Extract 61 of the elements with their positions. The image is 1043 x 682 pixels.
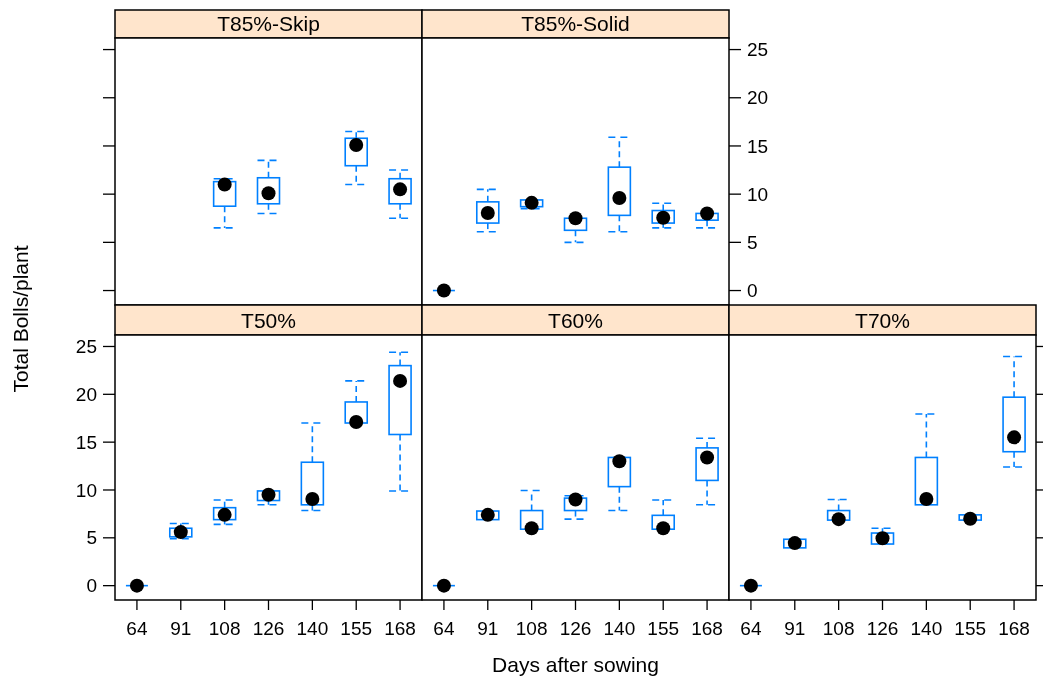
- point: [568, 492, 583, 507]
- point: [568, 211, 583, 226]
- x-tick-label: 108: [515, 618, 548, 639]
- x-tick-label: 64: [740, 618, 762, 639]
- y-tick-label: 25: [747, 39, 769, 61]
- x-tick-label: 126: [252, 618, 285, 639]
- x-tick-label: 140: [910, 618, 943, 639]
- x-tick-label: 140: [296, 618, 329, 639]
- point: [217, 177, 232, 192]
- x-tick-label: 91: [477, 618, 499, 639]
- x-tick-label: 126: [559, 618, 592, 639]
- x-tick-label: 155: [647, 618, 680, 639]
- x-tick-label: 108: [822, 618, 855, 639]
- point: [612, 454, 627, 469]
- chart-title: T85%-Solid: [521, 12, 630, 35]
- x-tick-label: 168: [384, 618, 416, 639]
- x-tick-label: 64: [126, 618, 148, 639]
- point: [831, 512, 846, 527]
- x-tick-label: 168: [998, 618, 1030, 639]
- point: [349, 415, 364, 430]
- point: [480, 507, 495, 522]
- point: [656, 210, 671, 225]
- point: [217, 507, 232, 522]
- y-tick-label: 10: [75, 479, 97, 501]
- x-tick-label: 155: [954, 618, 987, 639]
- point: [524, 195, 539, 210]
- point: [963, 511, 978, 526]
- y-tick-label: 0: [747, 280, 758, 302]
- x-tick-label: 64: [433, 618, 455, 639]
- point: [393, 373, 408, 388]
- y-tick-label: 5: [86, 527, 97, 549]
- x-tick-label: 108: [208, 618, 241, 639]
- y-tick-label: 0: [86, 575, 97, 597]
- chart-title: T60%: [548, 309, 603, 332]
- point: [173, 525, 188, 540]
- point: [700, 206, 715, 221]
- x-tick-label: 155: [340, 618, 373, 639]
- chart-title: T50%: [241, 309, 296, 332]
- y-tick-label: 5: [747, 232, 758, 253]
- x-tick-label: 126: [866, 618, 899, 639]
- y-tick-label: 10: [747, 183, 769, 205]
- x-axis-title: Days after sowing: [492, 653, 659, 676]
- y-tick-label: 15: [747, 135, 769, 157]
- x-tick-label: 91: [170, 618, 192, 639]
- x-tick-label: 168: [691, 618, 723, 639]
- point: [1007, 430, 1022, 445]
- chart-title: T70%: [855, 309, 910, 332]
- chart-title: T85%-Skip: [217, 12, 320, 35]
- y-tick-label: 20: [75, 383, 97, 405]
- point: [261, 487, 276, 502]
- point: [875, 531, 890, 546]
- y-tick-label: 25: [75, 336, 97, 358]
- point: [524, 521, 539, 536]
- y-axis-title: Total Bolls/plant: [9, 245, 32, 393]
- x-tick-label: 140: [603, 618, 636, 639]
- point: [305, 492, 320, 507]
- y-tick-label: 20: [747, 87, 769, 109]
- y-tick-label: 15: [75, 431, 97, 453]
- point: [919, 492, 934, 507]
- x-tick-label: 91: [784, 618, 806, 639]
- point: [787, 536, 802, 551]
